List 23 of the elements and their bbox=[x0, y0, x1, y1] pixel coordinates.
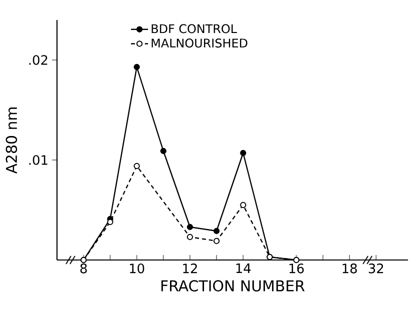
legend-label: BDF CONTROL bbox=[152, 24, 237, 34]
point bbox=[134, 162, 140, 170]
y-tick-label: .02 bbox=[29, 55, 48, 65]
point bbox=[240, 202, 246, 208]
x-tick-label: 12 bbox=[183, 264, 197, 274]
x-tick-label: 18 bbox=[342, 264, 357, 274]
point bbox=[186, 224, 194, 230]
point bbox=[213, 228, 220, 234]
x-tick-label: 10 bbox=[130, 264, 144, 274]
x-tick-label: 16 bbox=[290, 264, 304, 274]
point bbox=[107, 218, 114, 226]
x-tick-label: 8 bbox=[80, 264, 87, 274]
y-tick-label: .01 bbox=[29, 155, 48, 165]
legend-label: MALNOURISHED bbox=[152, 38, 248, 48]
point bbox=[186, 234, 194, 240]
y-axis-title: A280 nm bbox=[6, 108, 18, 174]
point bbox=[240, 150, 246, 156]
point bbox=[134, 64, 140, 70]
x-tick-label: 14 bbox=[236, 264, 251, 273]
x-axis-title: FRACTION NUMBER bbox=[161, 280, 305, 292]
x-tick-label: 32 bbox=[368, 264, 384, 274]
point bbox=[160, 148, 166, 154]
point bbox=[213, 238, 220, 244]
